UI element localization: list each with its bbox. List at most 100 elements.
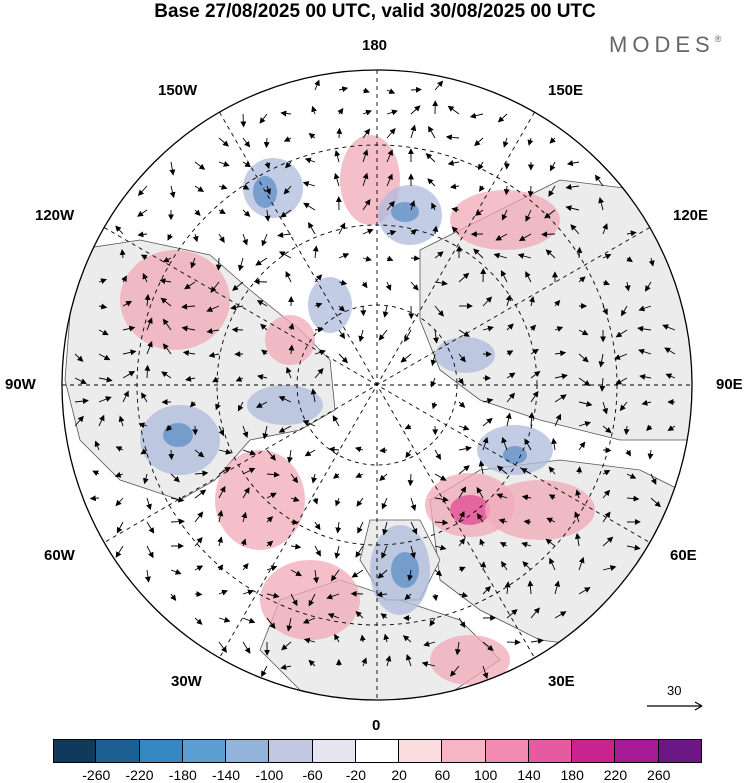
- vector-scale-label: 30: [667, 683, 682, 698]
- wind-vector-319: [524, 438, 532, 451]
- wind-vector-74: [218, 208, 226, 215]
- wind-vector-429: [434, 569, 443, 577]
- wind-vector-213: [162, 343, 172, 355]
- lon-label-90w: 90W: [5, 376, 36, 393]
- wind-vector-263: [256, 401, 268, 408]
- wind-vector-110: [570, 224, 580, 235]
- wind-vector-455: [194, 617, 203, 625]
- wind-vector-268: [482, 397, 494, 404]
- wind-vector-323: [625, 449, 631, 457]
- colorbar-frame: [53, 739, 702, 763]
- wind-vector-45: [447, 160, 460, 166]
- wind-vector-433: [522, 561, 532, 571]
- colorbar-swatch-2: [139, 739, 183, 763]
- wind-vector-471: [218, 641, 227, 653]
- wind-vector-312: [354, 446, 364, 453]
- wind-vector-407: [410, 545, 416, 559]
- wind-vector-203: [554, 326, 564, 332]
- wind-vector-112: [626, 230, 637, 237]
- wind-vector-410: [479, 538, 486, 547]
- wind-vector-51: [137, 185, 148, 197]
- wind-vector-84: [451, 206, 460, 213]
- wind-vector-17: [497, 113, 508, 123]
- wind-vector-26: [410, 124, 417, 139]
- wind-vector-350: [115, 497, 124, 507]
- wind-vector-427: [377, 569, 388, 579]
- wind-vector-38: [285, 161, 292, 169]
- wind-vector-81: [386, 200, 395, 211]
- wind-vector-108: [518, 233, 532, 242]
- wind-vector-359: [335, 497, 341, 507]
- wind-vector-428: [407, 569, 414, 582]
- wind-vector-212: [146, 340, 153, 355]
- wind-vector-237: [161, 371, 172, 379]
- wind-vector-436: [602, 565, 617, 571]
- wind-vector-25: [386, 128, 396, 139]
- wind-vector-331: [242, 467, 256, 475]
- wind-vector-93: [167, 233, 173, 241]
- wind-vector-462: [355, 611, 364, 619]
- wind-vector-239: [212, 376, 220, 383]
- wind-vector-228: [578, 353, 589, 363]
- wind-vector-30: [502, 137, 509, 148]
- wind-vector-302: [115, 446, 124, 452]
- wind-vector-271: [554, 394, 567, 403]
- wind-vector-245: [457, 377, 464, 385]
- wind-vector-44: [425, 153, 436, 163]
- wind-vector-279: [118, 415, 125, 427]
- wind-vector-5: [434, 80, 444, 91]
- wind-vector-425: [330, 569, 340, 582]
- wind-vector-396: [146, 545, 154, 559]
- wind-vector-159: [644, 281, 652, 292]
- wind-vector-406: [381, 545, 388, 559]
- wind-vector-421: [242, 563, 249, 571]
- wind-vector-430: [458, 566, 466, 573]
- wind-vector-284: [242, 425, 249, 439]
- wind-vector-261: [215, 401, 221, 411]
- wind-vector-395: [115, 545, 124, 558]
- wind-vector-249: [554, 373, 568, 380]
- anomaly-blob-2: [253, 176, 277, 208]
- wind-vector-24: [362, 128, 371, 139]
- wind-vector-82: [409, 200, 416, 211]
- wind-vector-204: [578, 329, 589, 336]
- wind-vector-174: [434, 305, 444, 317]
- wind-vector-457: [242, 617, 256, 624]
- wind-vector-165: [206, 305, 220, 312]
- wind-vector-116: [190, 257, 197, 269]
- meridian-150: [103, 227, 651, 543]
- wind-vector-90: [598, 197, 605, 211]
- wind-vector-3: [386, 88, 396, 94]
- wind-vector-135: [648, 257, 655, 267]
- wind-vector-346: [602, 470, 611, 476]
- wind-vector-187: [162, 318, 172, 331]
- wind-vector-16: [469, 112, 484, 119]
- wind-vector-238: [185, 375, 196, 382]
- wind-vector-373: [116, 521, 124, 534]
- wind-vector-221: [400, 353, 412, 363]
- wind-vector-76: [264, 209, 271, 222]
- wind-vector-56: [265, 185, 271, 195]
- wind-vector-223: [458, 353, 466, 363]
- wind-vector-194: [338, 329, 346, 340]
- colorbar-tick-label: -100: [255, 767, 284, 783]
- wind-vector-379: [266, 516, 274, 523]
- wind-vector-278: [98, 414, 105, 427]
- colorbar-swatch-14: [658, 739, 702, 763]
- colorbar-swatch-10: [485, 739, 529, 763]
- wind-vector-53: [194, 185, 205, 193]
- wind-vector-97: [261, 233, 268, 247]
- wind-vector-342: [497, 465, 508, 475]
- wind-vector-267: [458, 401, 466, 408]
- wind-vector-126: [434, 251, 444, 259]
- wind-vector-283: [218, 425, 225, 437]
- wind-vector-89: [565, 205, 580, 212]
- lon-label-60w: 60W: [44, 547, 75, 564]
- wind-vector-335: [333, 472, 340, 479]
- wind-vector-275: [641, 399, 652, 406]
- wind-vector-181: [602, 305, 608, 315]
- wind-vector-399: [217, 536, 223, 547]
- colorbar-tick-label: 260: [647, 767, 671, 783]
- wind-vector-190: [231, 326, 244, 333]
- wind-vector-128: [473, 248, 484, 259]
